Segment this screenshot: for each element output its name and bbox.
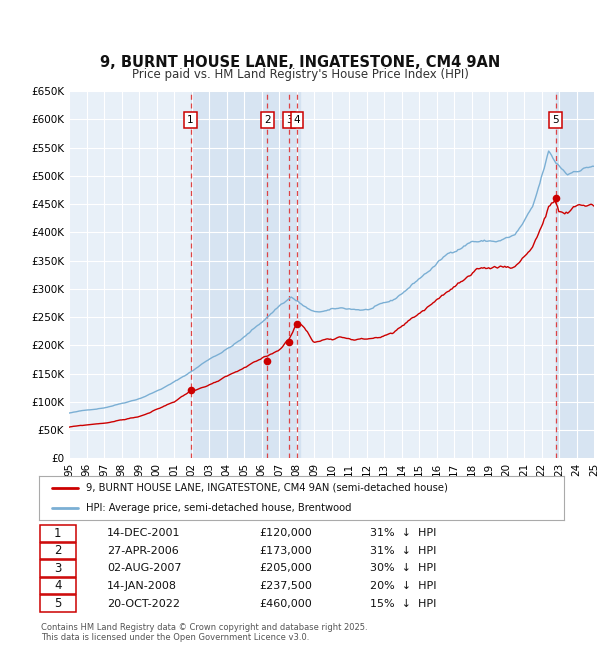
Text: 30%  ↓  HPI: 30% ↓ HPI — [370, 564, 436, 573]
Text: 4: 4 — [294, 116, 301, 125]
Text: 15%  ↓  HPI: 15% ↓ HPI — [370, 599, 436, 608]
Text: £173,000: £173,000 — [260, 546, 312, 556]
Text: 31%  ↓  HPI: 31% ↓ HPI — [370, 528, 436, 538]
FancyBboxPatch shape — [40, 560, 76, 577]
Text: 9, BURNT HOUSE LANE, INGATESTONE, CM4 9AN (semi-detached house): 9, BURNT HOUSE LANE, INGATESTONE, CM4 9A… — [86, 483, 448, 493]
Text: 02-AUG-2007: 02-AUG-2007 — [107, 564, 182, 573]
Text: 2: 2 — [54, 545, 62, 558]
Bar — [191, 91, 267, 458]
Text: 27-APR-2006: 27-APR-2006 — [107, 546, 179, 556]
Text: 2: 2 — [264, 116, 271, 125]
Bar — [267, 91, 300, 458]
FancyBboxPatch shape — [40, 595, 76, 612]
Text: 3: 3 — [54, 562, 62, 575]
Text: 1: 1 — [54, 526, 62, 539]
Text: 9, BURNT HOUSE LANE, INGATESTONE, CM4 9AN: 9, BURNT HOUSE LANE, INGATESTONE, CM4 9A… — [100, 55, 500, 70]
Text: 5: 5 — [552, 116, 559, 125]
FancyBboxPatch shape — [40, 525, 76, 541]
Text: 20-OCT-2022: 20-OCT-2022 — [107, 599, 180, 608]
Text: £205,000: £205,000 — [260, 564, 312, 573]
Text: Contains HM Land Registry data © Crown copyright and database right 2025.
This d: Contains HM Land Registry data © Crown c… — [41, 623, 367, 642]
Text: Price paid vs. HM Land Registry's House Price Index (HPI): Price paid vs. HM Land Registry's House … — [131, 68, 469, 81]
Bar — [556, 91, 594, 458]
Text: 3: 3 — [286, 116, 292, 125]
Text: 1: 1 — [187, 116, 194, 125]
Text: 5: 5 — [54, 597, 62, 610]
Text: £120,000: £120,000 — [260, 528, 312, 538]
Text: HPI: Average price, semi-detached house, Brentwood: HPI: Average price, semi-detached house,… — [86, 503, 352, 513]
Text: 14-DEC-2001: 14-DEC-2001 — [107, 528, 181, 538]
Text: 14-JAN-2008: 14-JAN-2008 — [107, 581, 177, 591]
FancyBboxPatch shape — [40, 578, 76, 594]
Text: 4: 4 — [54, 580, 62, 593]
Text: £460,000: £460,000 — [260, 599, 312, 608]
FancyBboxPatch shape — [40, 543, 76, 559]
Text: 20%  ↓  HPI: 20% ↓ HPI — [370, 581, 436, 591]
Text: 31%  ↓  HPI: 31% ↓ HPI — [370, 546, 436, 556]
Text: £237,500: £237,500 — [260, 581, 313, 591]
